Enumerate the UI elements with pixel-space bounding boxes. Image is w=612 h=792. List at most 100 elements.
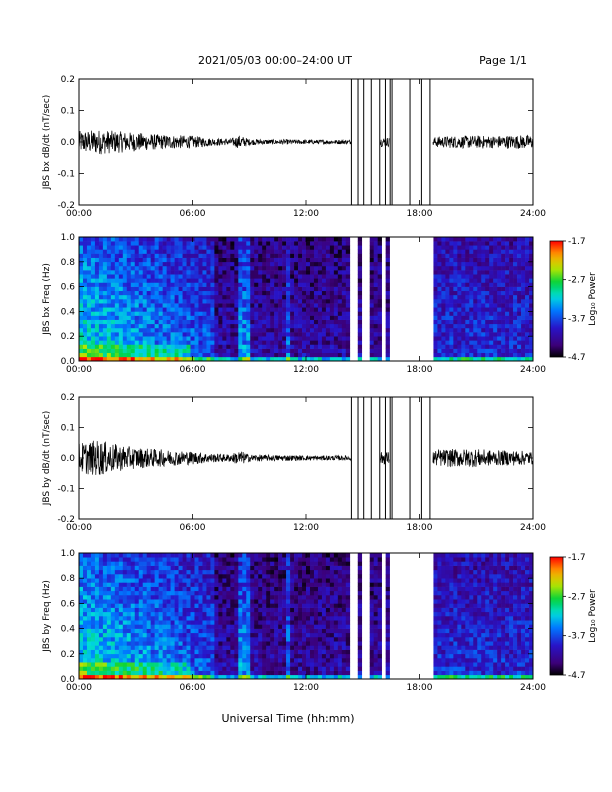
spectrogram-cell	[274, 595, 279, 600]
spectrogram-cell	[218, 348, 223, 354]
spectrogram-cell	[222, 662, 227, 667]
spectrogram-cell	[158, 323, 163, 329]
spectrogram-cell	[481, 294, 486, 300]
spectrogram-cell	[102, 595, 108, 600]
spectrogram-cell	[302, 319, 307, 325]
spectrogram-cell	[357, 257, 363, 263]
spectrogram-cell	[202, 299, 207, 304]
spectrogram-cell	[465, 265, 470, 271]
spectrogram-cell	[345, 311, 351, 316]
spectrogram-cell	[122, 282, 128, 287]
spectrogram-cell	[497, 323, 502, 329]
spectrogram-cell	[110, 348, 116, 354]
spectrogram-cell	[234, 299, 239, 304]
spectrogram-cell	[317, 607, 323, 613]
spectrogram-cell	[98, 303, 104, 308]
spectrogram-cell	[274, 649, 279, 655]
spectrogram-cell	[154, 332, 159, 337]
spectrogram-cell	[198, 595, 203, 600]
spectrogram-cell	[309, 299, 315, 304]
spectrogram-cell	[286, 344, 291, 349]
spectrogram-cell	[162, 303, 167, 308]
spectrogram-cell	[186, 557, 191, 562]
spectrogram-cell	[82, 599, 88, 604]
spectrogram-cell	[329, 620, 335, 625]
spectrogram-cell	[313, 241, 319, 246]
spectrogram-cell	[190, 582, 195, 587]
spectrogram-cell	[118, 553, 124, 558]
spectrogram-cell	[82, 653, 88, 659]
spectrogram-cell	[258, 582, 263, 587]
spectrogram-cell	[146, 299, 151, 304]
spectrogram-cell	[206, 307, 211, 312]
spectrogram-cell	[449, 253, 454, 258]
spectrogram-cell	[134, 265, 140, 271]
spectrogram-cell	[493, 336, 498, 341]
spectrogram-cell	[242, 261, 247, 267]
spectrogram-cell	[170, 582, 175, 587]
spectrogram-cell	[529, 336, 534, 341]
spectrogram-cell	[122, 294, 128, 300]
spectrogram-cell	[86, 299, 92, 304]
spectrogram-cell	[194, 307, 199, 312]
spectrogram-cell	[262, 553, 267, 558]
spectrogram-cell	[521, 241, 526, 246]
spectrogram-cell	[286, 270, 291, 275]
spectrogram-cell	[321, 299, 327, 304]
spectrogram-cell	[158, 270, 163, 275]
spectrogram-cell	[234, 607, 239, 613]
spectrogram-cell	[266, 237, 271, 242]
spectrogram-cell	[194, 352, 199, 358]
spectrogram-cell	[162, 253, 167, 258]
spectrogram-cell	[226, 327, 231, 333]
spectrogram-cell	[142, 620, 147, 625]
spectrogram-cell	[501, 303, 506, 308]
spectrogram-cell	[90, 561, 96, 566]
spectrogram-cell	[154, 356, 159, 362]
spectrogram-cell	[146, 624, 151, 629]
spectrogram-cell	[337, 299, 343, 304]
spectrogram-cell	[134, 257, 140, 263]
spectrogram-cell	[325, 286, 331, 292]
spectrogram-cell	[306, 662, 311, 667]
spectrogram-cell	[170, 620, 175, 625]
spectrogram-cell	[313, 637, 319, 642]
spectrogram-cell	[106, 340, 112, 345]
spectrogram-cell	[449, 303, 454, 308]
spectrogram-cell	[226, 653, 231, 659]
spectrogram-cell	[521, 290, 526, 296]
spectrogram-cell	[158, 595, 163, 600]
spectrogram-cell	[529, 245, 534, 250]
spectrogram-cell	[282, 666, 287, 671]
spectrogram-cell	[469, 265, 474, 271]
spectrogram-cell	[126, 245, 132, 250]
spectrogram-cell	[270, 261, 275, 267]
spectrogram-cell	[79, 599, 84, 604]
spectrogram-cell	[493, 327, 498, 333]
spectrogram-cell	[79, 632, 84, 638]
spectrogram-cell	[226, 356, 231, 362]
spectrogram-cell	[274, 561, 279, 566]
spectrogram-cell	[146, 257, 151, 263]
spectrogram-cell	[142, 253, 147, 258]
spectrogram-cell	[313, 666, 319, 671]
spectrogram-cell	[118, 599, 124, 604]
spectrogram-cell	[182, 611, 187, 617]
spectrogram-cell	[130, 344, 136, 349]
spectrogram-cell	[333, 241, 339, 246]
spectrogram-cell	[333, 323, 339, 329]
spectrogram-cell	[114, 348, 120, 354]
spectrogram-cell	[294, 340, 299, 345]
spectrogram-cell	[206, 336, 211, 341]
spectrogram-cell	[106, 653, 112, 659]
spectrogram-cell	[230, 653, 235, 659]
spectrogram-cell	[369, 336, 374, 341]
spectrogram-cell	[302, 245, 307, 250]
spectrogram-cell	[206, 241, 211, 246]
spectrogram-cell	[134, 286, 140, 292]
spectrogram-cell	[282, 561, 287, 566]
spectrogram-cell	[222, 557, 227, 562]
spectrogram-cell	[174, 327, 179, 333]
spectrogram-cell	[290, 315, 295, 320]
spectrogram-cell	[445, 336, 450, 341]
